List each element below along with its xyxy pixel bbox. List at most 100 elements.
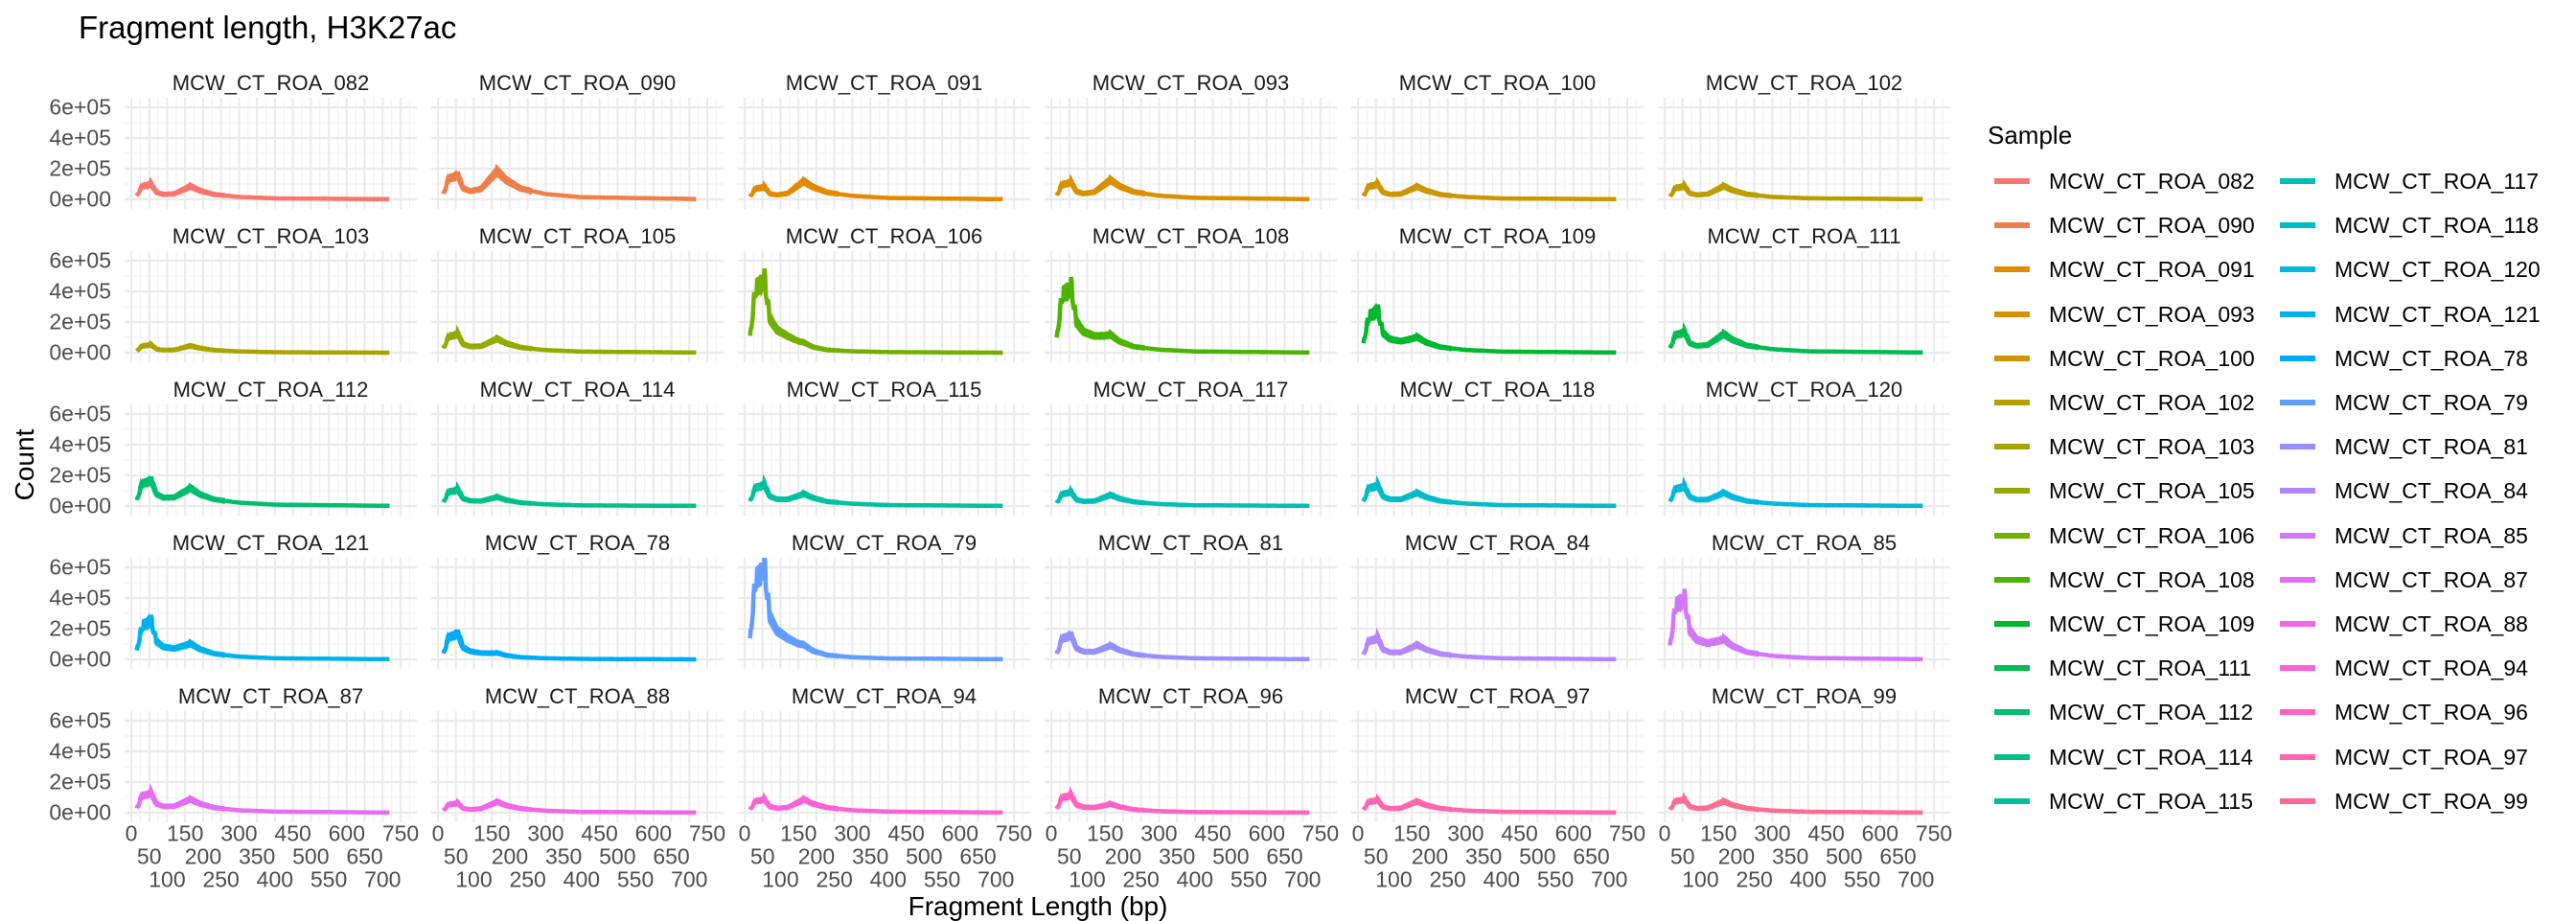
y-tick-label: 4e+05: [49, 738, 111, 764]
facet-strip-label: MCW_CT_ROA_106: [785, 224, 983, 248]
x-tick-label: 750: [995, 820, 1033, 846]
series-line: [1668, 475, 1923, 509]
x-tick-label: 100: [762, 866, 799, 892]
legend-label: MCW_CT_ROA_78: [2334, 345, 2528, 371]
x-tick-label: 400: [1789, 866, 1828, 892]
series-line: [1054, 276, 1310, 356]
series-line: [1361, 627, 1617, 662]
facet-panel: [1658, 404, 1950, 516]
x-tick-label: 350: [544, 843, 583, 869]
facet-panel: [1351, 251, 1644, 362]
facet-panel: [1351, 98, 1644, 209]
series-line: [134, 612, 390, 662]
facet-strip-label: MCW_CT_ROA_88: [484, 684, 671, 708]
legend-label: MCW_CT_ROA_99: [2334, 788, 2528, 814]
facet-panel: [125, 711, 417, 822]
series-line: [748, 792, 1003, 816]
legend-key-line-icon: [2280, 532, 2315, 539]
legend-label: MCW_CT_ROA_96: [2334, 700, 2528, 725]
legend-item: MCW_CT_ROA_108: [1994, 561, 2272, 599]
legend-key-line-icon: [2280, 621, 2315, 627]
x-tick-label: 300: [220, 820, 258, 846]
legend-item: MCW_CT_ROA_99: [2280, 782, 2558, 820]
legend-label: MCW_CT_ROA_97: [2334, 744, 2528, 770]
x-tick-label: 750: [1301, 820, 1340, 846]
x-tick-label: 550: [923, 866, 961, 892]
series-line: [1361, 302, 1617, 356]
legend-item: MCW_CT_ROA_115: [1994, 782, 2272, 820]
legend-key-line-icon: [1994, 532, 2030, 539]
y-tick-label: 0e+00: [49, 646, 111, 672]
legend-item: MCW_CT_ROA_79: [2280, 383, 2558, 422]
series-line: [1361, 474, 1617, 509]
x-tick-label: 0: [431, 820, 445, 846]
legend-item: MCW_CT_ROA_117: [2280, 162, 2558, 200]
legend-label: MCW_CT_ROA_112: [2049, 700, 2254, 725]
legend-key-line-icon: [1994, 797, 2030, 804]
legend-label: MCW_CT_ROA_100: [2049, 345, 2255, 371]
series-line: [748, 473, 1003, 509]
x-tick-label: 450: [581, 820, 618, 846]
series-line: [1361, 176, 1617, 202]
facet-strip-label: MCW_CT_ROA_090: [478, 71, 677, 95]
facet-strip-label: MCW_CT_ROA_96: [1097, 684, 1284, 708]
x-tick-label: 650: [1879, 843, 1917, 869]
facet-panel: [431, 558, 724, 669]
series-line: [748, 175, 1003, 202]
x-tick-label: 150: [1700, 820, 1737, 846]
facet-panel: [1658, 251, 1950, 362]
y-tick-label: 4e+05: [49, 431, 111, 457]
y-tick-label: 0e+00: [49, 339, 111, 365]
legend-key-line-icon: [1994, 488, 2030, 495]
x-tick-label: 250: [1736, 866, 1773, 892]
legend-key-line-icon: [1994, 444, 2030, 450]
x-tick-label: 300: [1754, 820, 1791, 846]
x-tick-label: 350: [1771, 843, 1809, 869]
x-tick-label: 550: [1536, 866, 1575, 892]
x-tick-label: 650: [959, 843, 997, 869]
legend-key-line-icon: [1994, 621, 2030, 627]
facet-strip-label: MCW_CT_ROA_84: [1404, 531, 1591, 555]
facet-panel: [738, 98, 1030, 209]
legend-label: MCW_CT_ROA_109: [2049, 611, 2255, 636]
x-tick-label: 250: [202, 866, 240, 892]
y-tick-label: 4e+05: [49, 278, 111, 304]
legend-key-line-icon: [2280, 488, 2315, 495]
legend-label: MCW_CT_ROA_106: [2049, 522, 2255, 548]
facet-strip-label: MCW_CT_ROA_118: [1399, 378, 1596, 402]
series-line: [1668, 588, 1923, 662]
legend-label: MCW_CT_ROA_082: [2049, 169, 2255, 194]
legend-key-line-icon: [2280, 576, 2315, 583]
legend-item: MCW_CT_ROA_85: [2280, 517, 2558, 555]
x-tick-label: 750: [1608, 820, 1646, 846]
legend-item: MCW_CT_ROA_84: [2280, 472, 2558, 510]
x-tick-label: 50: [1669, 843, 1695, 869]
chart-title: Fragment length, H3K27ac: [79, 10, 457, 45]
legend-title: Sample: [1988, 121, 2073, 150]
x-tick-label: 350: [238, 843, 276, 869]
x-tick-label: 0: [1045, 820, 1058, 846]
facet-strip-label: MCW_CT_ROA_111: [1707, 224, 1901, 248]
facet-strip-label: MCW_CT_ROA_99: [1711, 684, 1898, 708]
x-tick-label: 400: [563, 866, 601, 892]
x-tick-label: 300: [527, 820, 564, 846]
legend-key-line-icon: [2280, 753, 2315, 760]
y-tick-label: 6e+05: [49, 554, 111, 580]
y-tick-label: 6e+05: [49, 247, 111, 273]
facet-panel: [1351, 711, 1644, 822]
legend-label: MCW_CT_ROA_117: [2334, 169, 2540, 194]
facet-strip-label: MCW_CT_ROA_109: [1398, 224, 1597, 248]
x-tick-label: 300: [1140, 820, 1178, 846]
facet-panel: [1351, 404, 1644, 516]
facet-panel: [738, 558, 1030, 669]
x-tick-label: 0: [738, 820, 751, 846]
x-tick-label: 450: [1807, 820, 1845, 846]
legend-key-line-icon: [2280, 665, 2315, 672]
facet-panel: [1658, 98, 1950, 209]
legend-label: MCW_CT_ROA_85: [2334, 522, 2528, 548]
facet-panel: [1045, 251, 1337, 362]
x-tick-label: 250: [1122, 866, 1160, 892]
x-tick-label: 700: [1284, 866, 1322, 892]
legend-key-line-icon: [2280, 709, 2315, 716]
x-tick-label: 200: [1717, 843, 1756, 869]
